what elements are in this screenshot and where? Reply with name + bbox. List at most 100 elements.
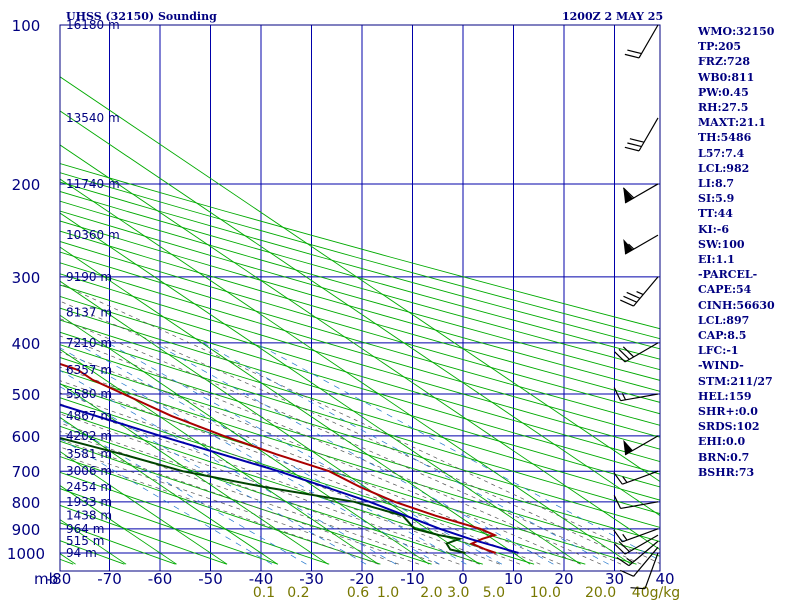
dry-adiabat-line bbox=[60, 383, 637, 565]
index-line: L57:7.4 bbox=[698, 146, 745, 160]
index-line: LCL:982 bbox=[698, 161, 750, 175]
isotherm-line bbox=[60, 348, 379, 565]
wind-barb-flag bbox=[627, 142, 642, 148]
x-unit-label: mb bbox=[34, 570, 58, 588]
dry-adiabat-line bbox=[60, 200, 660, 371]
moist-adiabat-line bbox=[60, 318, 622, 565]
wind-barb bbox=[613, 495, 659, 510]
wind-barb bbox=[624, 24, 659, 59]
dry-adiabat-line bbox=[60, 319, 660, 501]
wind-barb-pennant bbox=[623, 238, 633, 255]
temperature-tick-label: 20 bbox=[554, 570, 573, 588]
height-label: 3581 m bbox=[66, 447, 112, 461]
wind-barb-staff bbox=[633, 546, 659, 577]
moist-adiabat-line bbox=[60, 366, 561, 565]
temperature-tick-label: -30 bbox=[299, 570, 324, 588]
height-label: 11740 m bbox=[66, 177, 120, 191]
height-label: 4202 m bbox=[66, 429, 112, 443]
wind-barb bbox=[620, 546, 659, 577]
wind-barb bbox=[613, 470, 659, 485]
wind-barb bbox=[623, 234, 659, 255]
dry-adiabat-line bbox=[60, 181, 660, 350]
height-labels: 16180 m 13540 m 11740 m 10360 m 9190 m 8137 m… bbox=[66, 18, 120, 560]
parcel-profile bbox=[60, 403, 519, 554]
wind-barb-flag bbox=[629, 138, 645, 143]
wind-barb-flag bbox=[613, 529, 623, 543]
mixing-ratio-label: 5.0 bbox=[483, 585, 505, 600]
wind-barb-staff bbox=[622, 470, 659, 485]
pressure-tick-label: 600 bbox=[12, 428, 41, 446]
temperature-tick-label: -40 bbox=[249, 570, 274, 588]
height-label: 6357 m bbox=[66, 363, 112, 377]
dry-adiabat-line bbox=[60, 191, 660, 360]
wind-barb-staff bbox=[624, 342, 659, 363]
temperature-tick-label: 10 bbox=[504, 570, 523, 588]
mixing-ratio-label: 2.0 bbox=[420, 585, 442, 600]
wind-barb-flag bbox=[618, 348, 630, 360]
wind-barb-staff bbox=[638, 117, 659, 152]
pressure-tick-label: 500 bbox=[12, 386, 41, 404]
index-line: SI:5.9 bbox=[698, 192, 735, 206]
mixing-ratio-label: 10.0 bbox=[530, 585, 561, 600]
wind-barb-half-flag bbox=[628, 243, 635, 250]
index-line: LCL:897 bbox=[698, 313, 750, 327]
mixing-ratio-line bbox=[153, 342, 554, 565]
mixing-ratio-line bbox=[60, 418, 307, 565]
wind-barb-pennant bbox=[623, 439, 633, 455]
moist-adiabat-line bbox=[60, 351, 581, 565]
wind-barb-staff bbox=[628, 540, 659, 567]
index-line: TH:5486 bbox=[698, 131, 752, 145]
dry-adiabat-line bbox=[60, 241, 660, 415]
chart-title: UHSS (32150) Sounding bbox=[66, 10, 217, 23]
isotherm-line bbox=[60, 110, 660, 517]
wind-barb bbox=[616, 540, 659, 567]
height-label: 1933 m bbox=[66, 495, 112, 509]
index-line: CAP:8.5 bbox=[698, 329, 747, 343]
index-line: TP:205 bbox=[698, 40, 742, 54]
isotherm-line bbox=[60, 314, 430, 565]
mixing-ratio-line bbox=[75, 342, 467, 565]
wind-barb bbox=[613, 528, 659, 543]
valid-time: 1200Z 2 MAY 25 bbox=[562, 10, 664, 23]
mixing-ratio-label: 0.6 bbox=[347, 585, 369, 600]
dry-adiabat-line bbox=[60, 471, 330, 565]
temperature-tick-label: -60 bbox=[148, 570, 173, 588]
wind-barb-flag bbox=[613, 472, 623, 485]
wind-barb-flag bbox=[614, 543, 626, 555]
height-label: 16180 m bbox=[66, 18, 120, 32]
chart-frame bbox=[59, 24, 661, 572]
wind-barb-pennant bbox=[623, 187, 633, 203]
moist-adiabat-line bbox=[60, 453, 379, 565]
height-label: 13540 m bbox=[66, 111, 120, 125]
index-line: EI:1.1 bbox=[698, 253, 735, 267]
stability-indices-panel: WMO:32150 TP:205 FRZ:728 WB0:811 PW:0.45 RH:2… bbox=[698, 24, 775, 480]
index-line: KI:-6 bbox=[698, 222, 729, 236]
dewpoint-profile bbox=[60, 436, 466, 554]
height-label: 7210 m bbox=[66, 336, 112, 350]
mixing-ratio-label: 0.2 bbox=[287, 585, 309, 600]
wind-barb-flag bbox=[616, 557, 630, 567]
index-line: FRZ:728 bbox=[698, 55, 751, 69]
isotherm-line bbox=[60, 280, 480, 565]
dry-adiabat-line bbox=[60, 163, 660, 330]
dry-adiabat-line bbox=[60, 440, 432, 565]
wind-barb-flag bbox=[630, 587, 646, 590]
dry-adiabat-line bbox=[60, 251, 660, 426]
wind-barb-flag bbox=[623, 295, 638, 303]
dry-adiabat-line bbox=[60, 504, 227, 565]
dry-adiabat-line bbox=[60, 220, 660, 392]
isotherm-line bbox=[60, 144, 660, 551]
index-line: SW:100 bbox=[698, 237, 745, 251]
dry-adiabat-line bbox=[60, 284, 660, 463]
temperature-tick-label: -80 bbox=[47, 570, 72, 588]
wind-barb-half-flag bbox=[622, 533, 628, 541]
height-label: 10360 m bbox=[66, 228, 120, 242]
height-label: 3006 m bbox=[66, 464, 112, 478]
wind-barb-staff bbox=[620, 501, 659, 510]
wind-barb-staff bbox=[644, 552, 659, 589]
wind-barb bbox=[614, 342, 659, 363]
isotherm-line bbox=[60, 416, 278, 565]
index-line: BSHR:73 bbox=[698, 465, 755, 479]
index-line: SHR+:0.0 bbox=[698, 405, 758, 419]
